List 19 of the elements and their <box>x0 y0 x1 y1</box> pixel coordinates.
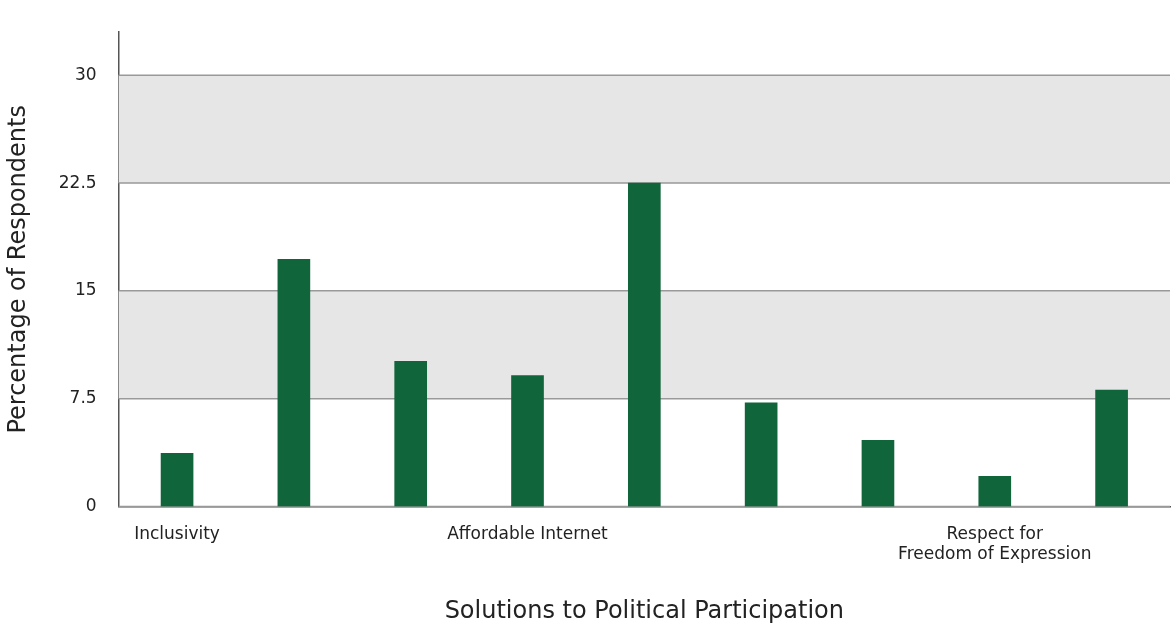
bar <box>511 375 544 507</box>
x-tick-label: Respect for Freedom of Expression <box>898 523 1092 564</box>
bar <box>394 360 428 507</box>
bar <box>160 452 194 507</box>
y-tick-label: 0 <box>85 494 97 515</box>
y-tick-label: 15 <box>75 279 97 300</box>
x-tick-label: Affordable Internet <box>447 523 609 544</box>
x-tick-label: Inclusivity <box>134 523 220 544</box>
y-tick-label: 7.5 <box>69 387 97 408</box>
x-axis-title: Solutions to Political Participation <box>444 595 845 624</box>
y-tick-label: 30 <box>75 63 97 84</box>
bar <box>628 182 661 507</box>
bar <box>1095 389 1128 507</box>
bar <box>861 439 895 507</box>
y-tick-label: 22.5 <box>58 171 97 192</box>
y-axis-title: Percentage of Respondents <box>2 105 31 434</box>
bar <box>978 475 1012 507</box>
bar <box>744 402 778 507</box>
bar <box>277 258 311 507</box>
